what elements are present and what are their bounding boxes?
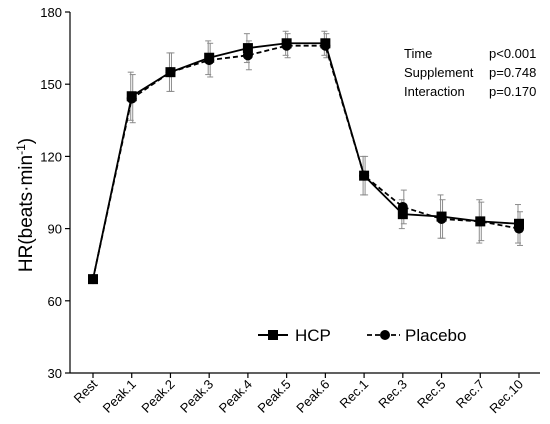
series-lines — [92, 42, 520, 280]
y-tick-label: 120 — [40, 149, 62, 164]
data-point-placebo — [242, 50, 253, 61]
data-point-placebo — [281, 40, 292, 51]
stat-label-time: Time — [404, 46, 432, 61]
x-tick-label: Rec.10 — [486, 377, 526, 417]
x-tick-label: Rec.1 — [337, 377, 372, 412]
y-tick-label: 180 — [40, 5, 62, 20]
x-tick-label: Peak.6 — [293, 377, 332, 416]
data-point-placebo — [359, 170, 370, 181]
data-point-placebo — [320, 40, 331, 51]
y-axis-label-main: HR(beats·min — [16, 155, 37, 272]
series-line-hcp — [92, 42, 520, 280]
y-axis-label-close: ) — [16, 138, 37, 144]
stat-value-interaction: p=0.170 — [489, 84, 536, 99]
stats-annotation: Time p<0.001 Supplement p=0.748 Interact… — [404, 46, 536, 99]
legend: HCP Placebo — [258, 326, 466, 345]
x-tick-label: Rec.3 — [375, 377, 410, 412]
y-axis-label-superscript: -1 — [14, 144, 28, 155]
axes — [69, 12, 540, 374]
data-point-hcp — [242, 43, 253, 54]
x-tick-label: Peak.3 — [177, 377, 216, 416]
stat-value-time: p<0.001 — [489, 46, 536, 61]
data-point-placebo — [514, 223, 524, 234]
x-tick-label: Peak.2 — [138, 377, 177, 416]
series-markers — [88, 38, 524, 285]
y-ticks: 30 60 90 120 150 180 — [40, 5, 70, 381]
x-tick-label: Rec.7 — [453, 377, 488, 412]
stat-label-supplement: Supplement — [404, 65, 474, 80]
x-tick-label: Peak.1 — [100, 377, 139, 416]
x-tick-label: Peak.4 — [216, 377, 255, 416]
legend-label-hcp: HCP — [295, 326, 331, 345]
stat-label-interaction: Interaction — [404, 84, 465, 99]
data-point-placebo — [436, 213, 447, 224]
stat-value-supplement: p=0.748 — [489, 65, 536, 80]
y-axis-label: HR(beats·min-1) — [14, 138, 37, 272]
legend-marker-hcp — [268, 330, 278, 340]
y-tick-label: 150 — [40, 77, 62, 92]
data-point-placebo — [88, 274, 98, 285]
data-point-placebo — [204, 55, 215, 66]
error-bars — [127, 30, 523, 246]
data-point-placebo — [397, 201, 408, 212]
legend-marker-placebo — [380, 330, 390, 340]
y-tick-label: 90 — [48, 222, 62, 237]
x-tick-label: Rest — [71, 376, 101, 406]
y-tick-label: 30 — [48, 366, 62, 381]
legend-label-placebo: Placebo — [405, 326, 466, 345]
x-ticks: Rest Peak.1 Peak.2 Peak.3 Peak.4 Peak.5 Peak.6… — [71, 373, 526, 417]
y-tick-label: 60 — [48, 294, 62, 309]
data-point-placebo — [126, 93, 137, 104]
data-point-placebo — [475, 216, 486, 227]
x-tick-label: Rec.5 — [414, 377, 449, 412]
data-point-hcp — [397, 209, 408, 220]
data-point-placebo — [165, 67, 176, 78]
x-tick-label: Peak.5 — [255, 377, 294, 416]
series-line-placebo — [92, 44, 520, 280]
